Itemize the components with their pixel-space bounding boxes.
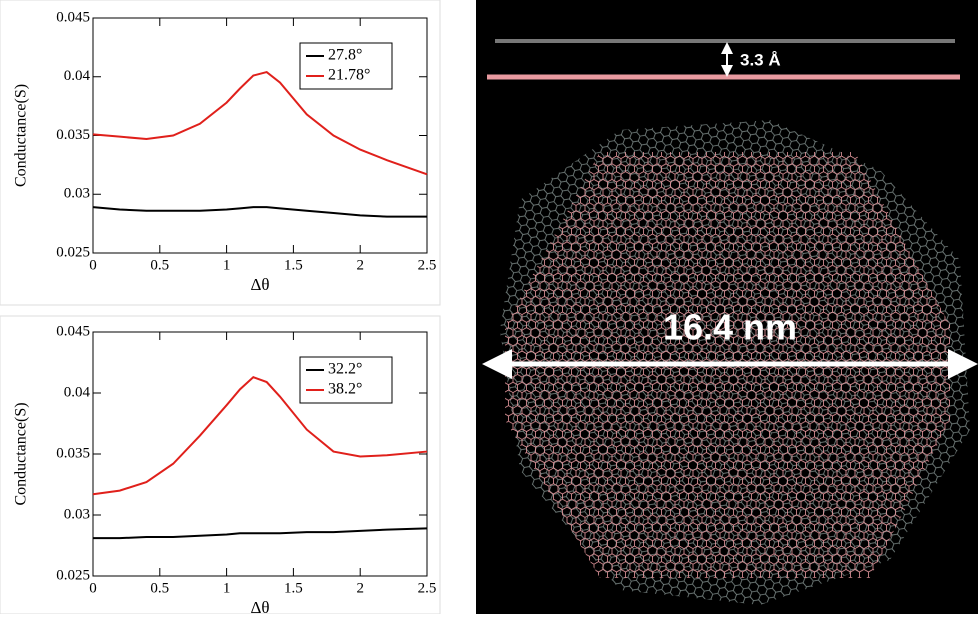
x-tick-label: 1.5 xyxy=(284,580,303,596)
structure-image: 3.3 Å 16.4 nm xyxy=(476,0,978,614)
y-tick-label: 0.03 xyxy=(64,506,90,522)
x-axis-label: Δθ xyxy=(250,598,269,614)
y-tick-label: 0.04 xyxy=(64,68,91,84)
y-tick-label: 0.04 xyxy=(64,384,91,400)
y-tick-label: 0.035 xyxy=(56,127,90,143)
legend-label: 32.2° xyxy=(328,361,362,378)
legend-label: 21.78° xyxy=(328,67,370,84)
y-axis-label: Conductance(S) xyxy=(13,84,30,187)
x-tick-label: 1 xyxy=(223,580,231,596)
y-tick-label: 0.035 xyxy=(56,445,90,461)
x-tick-label: 0 xyxy=(89,257,97,273)
x-tick-label: 1 xyxy=(223,257,231,273)
x-tick-label: 2.5 xyxy=(418,257,437,273)
y-tick-label: 0.025 xyxy=(56,567,90,583)
y-tick-label: 0.03 xyxy=(64,186,90,202)
x-tick-label: 2.5 xyxy=(418,580,437,596)
width-label: 16.4 nm xyxy=(663,307,797,348)
x-tick-label: 0 xyxy=(89,580,97,596)
x-tick-label: 2 xyxy=(356,580,364,596)
y-tick-label: 0.025 xyxy=(56,244,90,260)
legend-label: 27.8° xyxy=(328,47,362,64)
y-axis-label: Conductance(S) xyxy=(13,402,30,505)
x-tick-label: 0.5 xyxy=(150,257,169,273)
x-tick-label: 1.5 xyxy=(284,257,303,273)
x-tick-label: 0.5 xyxy=(150,580,169,596)
figure: 3.3 Å 16.4 nm 0 0.5 1 1.5 2 2.5 0.025 0.03 0.035… xyxy=(0,0,978,614)
y-tick-label: 0.045 xyxy=(56,9,90,25)
x-tick-label: 2 xyxy=(356,257,364,273)
spacing-label: 3.3 Å xyxy=(740,50,781,69)
x-axis-label: Δθ xyxy=(250,275,269,294)
y-tick-label: 0.045 xyxy=(56,323,90,339)
legend-label: 38.2° xyxy=(328,381,362,398)
